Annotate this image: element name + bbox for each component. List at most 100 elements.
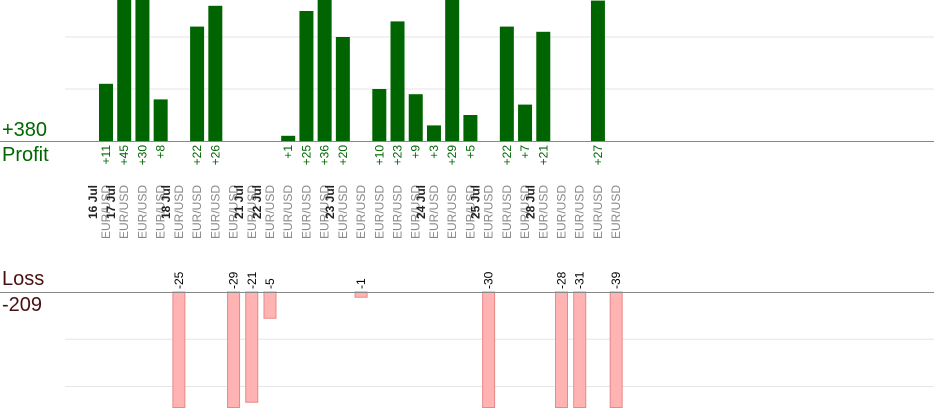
currency-pair-label: EUR/USD [536, 185, 550, 239]
loss-total: -209 [2, 294, 43, 316]
profit-value-label: +5 [463, 145, 477, 159]
profit-bar [426, 125, 441, 141]
currency-pair-label: EUR/USD [154, 185, 168, 239]
baselines [0, 141, 934, 293]
profit-value-label: +7 [518, 145, 532, 159]
loss-value-label: -31 [573, 271, 587, 289]
profit-bar [499, 26, 514, 142]
profit-value-label: +23 [391, 145, 405, 166]
currency-pair-label: EUR/USD [555, 185, 569, 239]
profit-bar [408, 94, 423, 141]
currency-pair-label: EUR/USD [372, 185, 386, 239]
profit-value-label: +30 [135, 145, 149, 166]
date-group-label: 25 Jul [469, 185, 483, 219]
trade-value-labels: +11 +45 +30 +8 -25 +22 +26 -29 -21 -5 +1 +25 +36 +20 -… [99, 145, 623, 289]
loss-value-label: -1 [354, 278, 368, 289]
currency-pair-label: EUR/USD [117, 185, 131, 239]
profit-value-label: +10 [372, 145, 386, 166]
loss-value-label: -5 [263, 278, 277, 289]
profit-bar [99, 83, 113, 141]
profit-bar [463, 115, 478, 141]
loss-bar [482, 291, 496, 408]
profit-value-label: +45 [117, 145, 131, 166]
profit-total: +380 [2, 119, 48, 141]
loss-bar [263, 291, 277, 319]
profit-bar [135, 0, 150, 141]
profit-bar [208, 5, 223, 141]
date-group-label: 17 Jul [104, 185, 118, 219]
date-group-label: 23 Jul [323, 185, 337, 219]
profit-value-label: +27 [591, 145, 605, 166]
date-group-label: 21 Jul [232, 185, 246, 219]
profit-value-label: +22 [190, 145, 204, 166]
loss-value-label: -21 [245, 271, 259, 289]
loss-bar [227, 291, 241, 408]
currency-pair-label: EUR/USD [391, 185, 405, 239]
loss-value-label: -39 [609, 271, 623, 289]
currency-pair-label: EUR/USD [573, 185, 587, 239]
profit-value-label: +1 [281, 145, 295, 159]
profit-value-label: +29 [445, 145, 459, 166]
profit-bar [590, 0, 605, 141]
loss-label: Loss [2, 268, 45, 290]
currency-pair-label: EUR/USD [482, 185, 496, 239]
currency-pair-label: EUR/USD [500, 185, 514, 239]
loss-bar [172, 291, 186, 408]
loss-value-label: -30 [482, 271, 496, 289]
currency-pair-label: EUR/USD [172, 185, 186, 239]
profit-bar [445, 0, 460, 142]
currency-pair-label: EUR/USD [518, 185, 532, 239]
profit-bar [299, 11, 314, 141]
profit-bar [335, 37, 350, 141]
loss-bar [555, 291, 568, 408]
currency-pair-label: EUR/USD [281, 185, 295, 239]
currency-pair-label: EUR/USD [318, 185, 332, 239]
date-group-label: 16 Jul [86, 185, 100, 219]
currency-pair-label: EUR/USD [336, 185, 350, 239]
profit-bar [153, 99, 168, 141]
profit-value-label: +20 [336, 145, 350, 166]
profit-value-label: +22 [500, 145, 514, 166]
date-group-label: 18 Jul [159, 185, 173, 219]
profit-value-label: +11 [99, 145, 113, 165]
currency-pair-label: EUR/USD [445, 185, 459, 239]
currency-pair-label: EUR/USD [227, 185, 241, 239]
currency-pair-label: EUR/USD [190, 185, 204, 239]
profit-bar [317, 0, 332, 141]
date-group-label: 22 Jul [250, 185, 264, 219]
profit-bar [518, 104, 533, 141]
loss-value-label: -25 [172, 271, 186, 289]
profit-value-label: +8 [154, 145, 168, 159]
profit-value-label: +36 [318, 145, 332, 166]
profit-value-label: +3 [427, 145, 441, 159]
currency-pair-label: EUR/USD [463, 185, 477, 239]
currency-pair-label: EUR/USD [263, 185, 277, 239]
profit-value-label: +9 [409, 145, 423, 159]
currency-pair-label: EUR/USD [609, 185, 623, 239]
loss-bar [573, 291, 587, 408]
profit-value-label: +26 [208, 145, 222, 166]
profit-bar [117, 0, 132, 141]
loss-value-label: -28 [555, 271, 569, 289]
profit-value-label: +25 [299, 145, 313, 166]
profit-label: Profit [2, 144, 49, 166]
profit-bar [372, 89, 387, 141]
trade-bars [99, 0, 623, 408]
currency-pair-label: EUR/USD [354, 185, 368, 239]
currency-pair-label: EUR/USD [591, 185, 605, 239]
currency-pair-label: EUR/USD [299, 185, 313, 239]
loss-value-label: -29 [227, 271, 241, 289]
currency-pair-label: EUR/USD [135, 185, 149, 239]
currency-pair-label: EUR/USD [427, 185, 441, 239]
profit-bar [390, 21, 405, 141]
loss-bar [245, 291, 259, 403]
currency-pair-label: EUR/USD [208, 185, 222, 239]
profit-value-label: +21 [536, 145, 550, 166]
currency-pair-label: EUR/USD [99, 185, 113, 239]
profit-bar [281, 135, 296, 141]
date-group-label: 24 Jul [414, 185, 428, 219]
currency-pair-label: EUR/USD [245, 185, 259, 239]
profit-bar [536, 31, 551, 141]
